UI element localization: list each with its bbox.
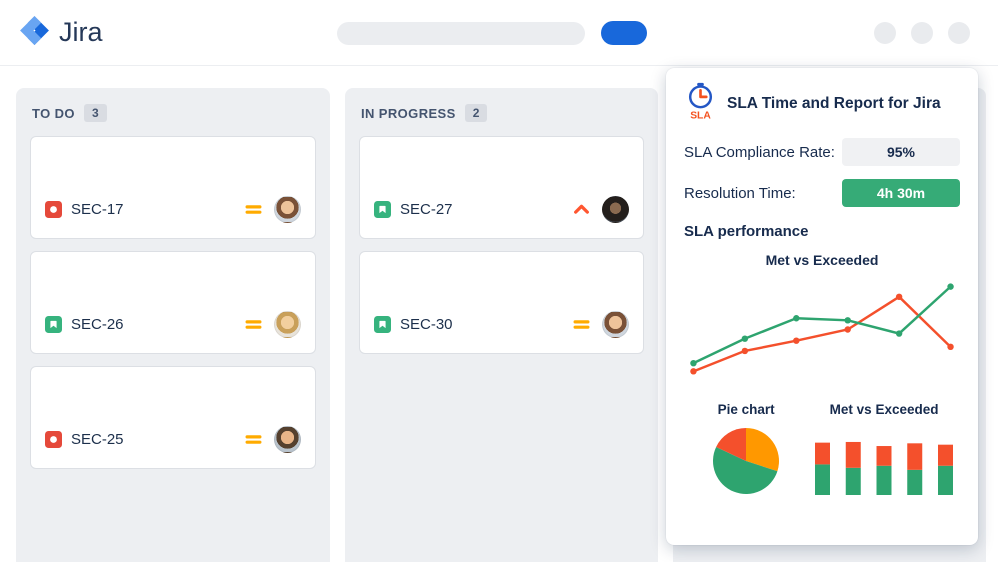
sla-report-panel: SLA SLA Time and Report for Jira SLA Com… (666, 68, 978, 545)
story-icon (374, 201, 391, 218)
column-in-progress-header: IN PROGRESS 2 (345, 88, 658, 136)
story-icon (374, 316, 391, 333)
board-card-sec-27[interactable]: SEC-27 (359, 136, 644, 239)
board-card-sec-26[interactable]: SEC-26 (30, 251, 316, 354)
board-card-sec-30[interactable]: SEC-30 (359, 251, 644, 354)
column-title: IN PROGRESS (361, 105, 456, 121)
assignee-avatar[interactable] (274, 311, 301, 338)
bug-icon (45, 201, 62, 218)
priority-medium-icon (573, 316, 590, 333)
column-count-badge: 3 (83, 104, 107, 122)
issue-key: SEC-30 (400, 316, 453, 333)
met-vs-exceeded-line-chart (690, 283, 954, 375)
issue-key: SEC-25 (71, 431, 124, 448)
header-actions (874, 21, 980, 44)
issue-key: SEC-17 (71, 201, 124, 218)
resolution-time-value: 4h 30m (842, 179, 960, 207)
assignee-avatar[interactable] (274, 426, 301, 453)
issue-key: SEC-26 (71, 316, 124, 333)
sla-compliance-label: SLA Compliance Rate: (684, 143, 835, 161)
bug-icon (45, 431, 62, 448)
jira-logo-text: Jira (59, 17, 103, 47)
column-todo: TO DO 3 SEC-17 (16, 88, 330, 562)
top-navigation-bar: Jira (0, 0, 998, 66)
search-input[interactable] (337, 21, 585, 45)
board-card-sec-17[interactable]: SEC-17 (30, 136, 316, 239)
sla-compliance-value: 95% (842, 138, 960, 166)
pie-chart-label: Pie chart (717, 402, 775, 417)
board-card-sec-25[interactable]: SEC-25 (30, 366, 316, 469)
assignee-avatar[interactable] (602, 311, 629, 338)
priority-medium-icon (245, 201, 262, 218)
column-todo-header: TO DO 3 (16, 88, 330, 136)
sla-clock-icon: SLA (684, 82, 717, 125)
sla-pie-chart (713, 428, 780, 494)
assignee-avatar[interactable] (274, 196, 301, 223)
bar-chart-label: Met vs Exceeded (829, 402, 939, 417)
jira-logo[interactable]: Jira (18, 14, 103, 52)
column-in-progress: IN PROGRESS 2 SEC-27 (345, 88, 658, 562)
met-vs-exceeded-bar-chart (815, 441, 954, 495)
header-avatar-1[interactable] (874, 21, 896, 44)
resolution-time-label: Resolution Time: (684, 184, 796, 202)
issue-key: SEC-27 (400, 201, 453, 218)
priority-medium-icon (245, 316, 262, 333)
sla-performance-heading: SLA performance (684, 223, 809, 240)
line-chart-title: Met vs Exceeded (765, 252, 879, 268)
priority-medium-icon (245, 431, 262, 448)
header-avatar-2[interactable] (911, 21, 933, 44)
story-icon (45, 316, 62, 333)
sla-panel-title: SLA Time and Report for Jira (727, 94, 941, 112)
header-avatar-3[interactable] (948, 21, 970, 44)
jira-logo-icon (18, 14, 51, 52)
column-title: TO DO (32, 105, 75, 121)
column-count-badge: 2 (464, 104, 488, 122)
header-primary-button[interactable] (601, 21, 647, 45)
svg-text:SLA: SLA (690, 110, 711, 120)
priority-high-icon (573, 201, 590, 218)
assignee-avatar[interactable] (602, 196, 629, 223)
